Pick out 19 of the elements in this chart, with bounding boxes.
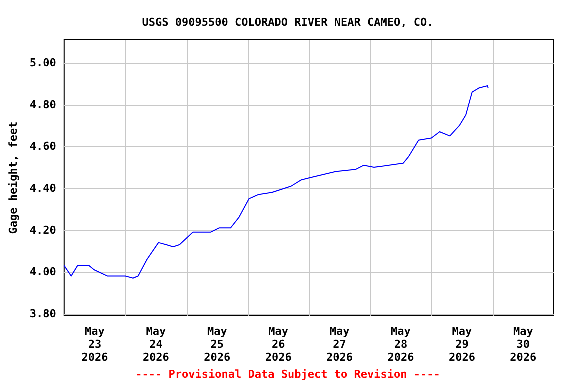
y-tick-label: 4.00 [30,266,56,279]
x-tick-label: May 30 2026 [510,325,538,364]
x-tick-label: May 29 2026 [448,325,476,364]
x-tick-label: May 26 2026 [265,325,292,364]
x-tick-label: May 28 2026 [388,325,415,364]
y-tick-label: 4.80 [30,98,56,112]
y-tick-label: 4.20 [30,224,56,237]
x-tick-label: May 23 2026 [82,325,109,364]
x-tick-label: May 27 2026 [326,325,354,364]
y-tick-label: 4.60 [30,140,56,154]
x-tick-label: May 25 2026 [204,325,232,364]
x-tick-label: May 24 2026 [142,325,170,364]
line-series [64,86,489,279]
y-tick-label: 5.00 [30,56,56,70]
y-axis-title: Gage height, feet [7,122,20,234]
y-tick-label: 4.40 [30,182,56,195]
y-tick-label: 3.80 [30,307,56,320]
chart-title: USGS 09095500 COLORADO RIVER NEAR CAMEO, CO. [142,16,434,29]
text: ---- Provisional Data Subject to Revision ---- [136,368,440,381]
